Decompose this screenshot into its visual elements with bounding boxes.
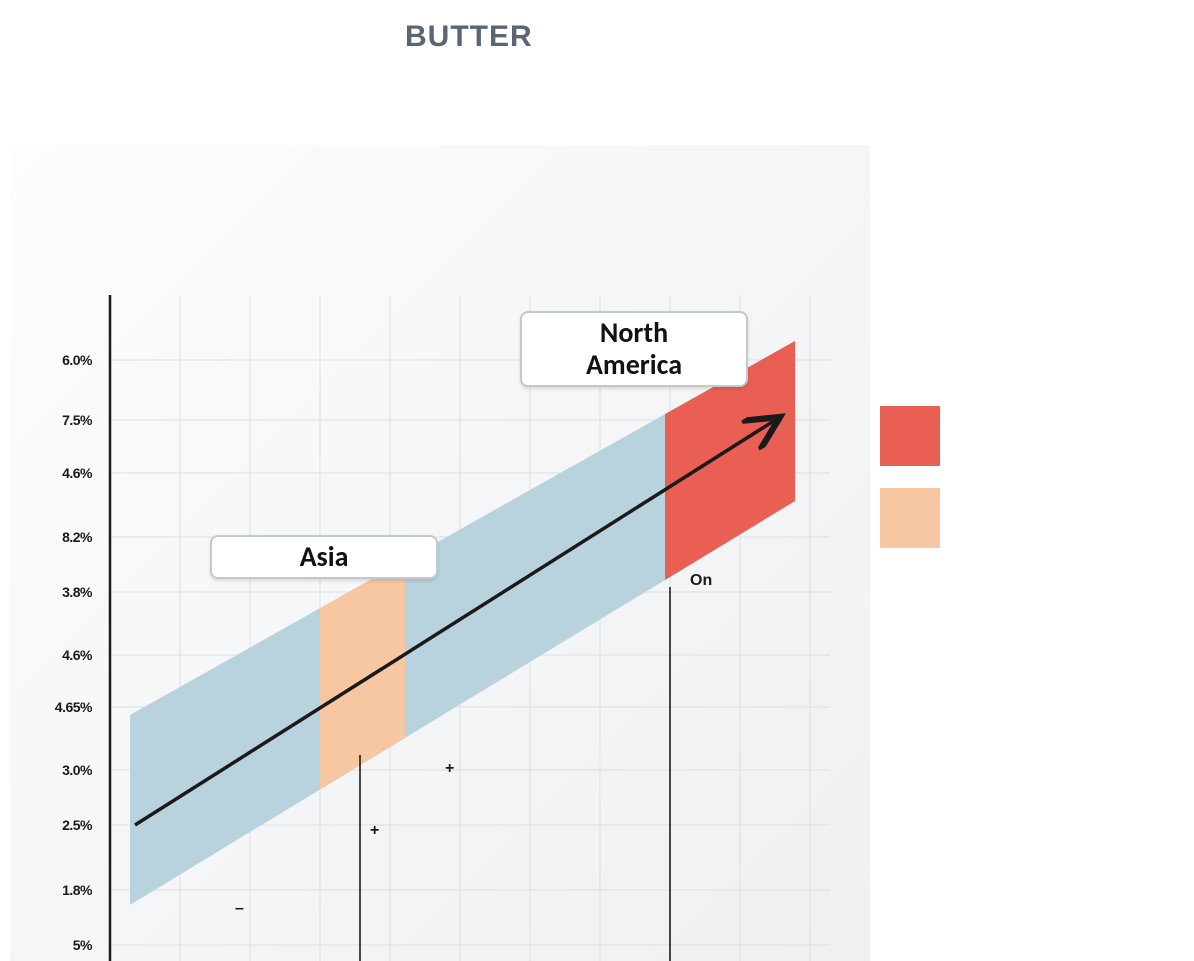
legend-swatch-asia bbox=[880, 488, 940, 548]
y-tick-label: 2.5% bbox=[62, 817, 92, 833]
chart-panel: +––++–On 6.0%7.5%4.6%8.2%3.8%4.6%4.65%3.… bbox=[10, 145, 870, 961]
legend-item-north-america bbox=[880, 406, 940, 466]
y-tick-label: 5% bbox=[73, 937, 92, 953]
callout-asia: Asia bbox=[210, 535, 438, 579]
callout-na-line1: North bbox=[600, 315, 668, 350]
y-tick-label: 7.5% bbox=[62, 412, 92, 428]
legend-item-asia bbox=[880, 488, 940, 548]
callout-asia-label: Asia bbox=[300, 539, 349, 574]
svg-text:On: On bbox=[690, 572, 712, 589]
y-tick-label: 3.8% bbox=[62, 584, 92, 600]
chart-svg: +––++–On bbox=[10, 145, 870, 961]
svg-text:–: – bbox=[235, 900, 244, 917]
y-tick-label: 4.65% bbox=[55, 699, 92, 715]
y-tick-label: 1.8% bbox=[62, 882, 92, 898]
svg-text:+: + bbox=[370, 822, 379, 839]
legend bbox=[880, 406, 940, 570]
callout-na-line2: America bbox=[586, 347, 682, 382]
svg-text:+: + bbox=[445, 760, 454, 777]
page-title: BUTTER bbox=[405, 20, 533, 54]
y-tick-label: 3.0% bbox=[62, 762, 92, 778]
legend-swatch-north-america bbox=[880, 406, 940, 466]
callout-north-america: North America bbox=[520, 311, 748, 387]
y-tick-label: 8.2% bbox=[62, 529, 92, 545]
y-tick-label: 6.0% bbox=[62, 352, 92, 368]
y-tick-label: 4.6% bbox=[62, 647, 92, 663]
y-tick-label: 4.6% bbox=[62, 465, 92, 481]
